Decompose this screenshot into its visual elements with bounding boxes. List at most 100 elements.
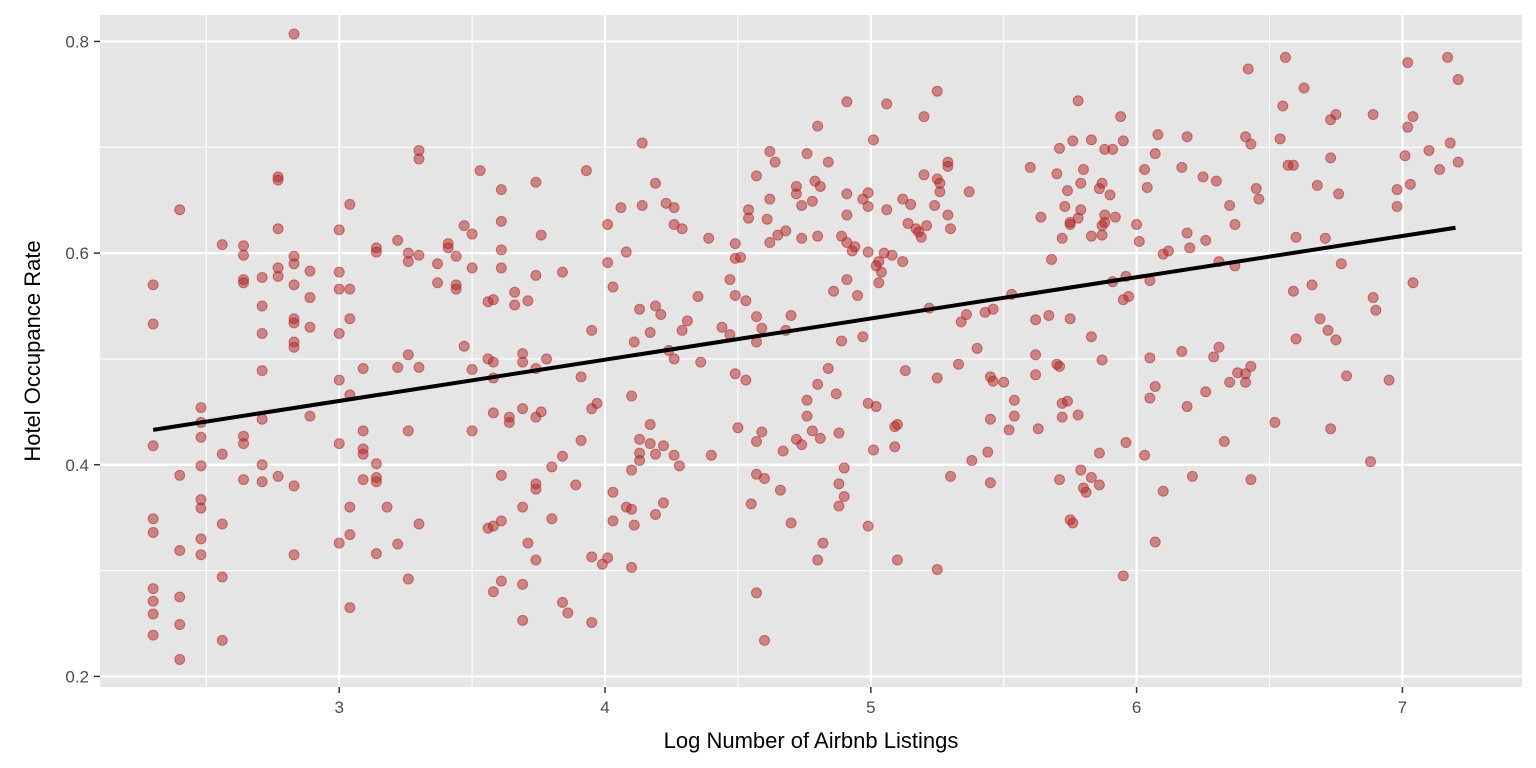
data-point — [953, 358, 965, 370]
data-point — [466, 364, 478, 376]
data-point — [1444, 137, 1456, 149]
data-point — [546, 461, 558, 473]
y-tick-label: 0.8 — [65, 32, 89, 51]
data-point — [1391, 184, 1403, 196]
data-point — [740, 374, 752, 386]
data-point — [392, 361, 404, 373]
data-point — [833, 478, 845, 490]
data-point — [1253, 193, 1265, 205]
data-point — [344, 529, 356, 541]
data-point — [626, 390, 638, 402]
data-point — [195, 502, 207, 514]
data-point — [1149, 536, 1161, 548]
data-point — [1181, 227, 1193, 239]
data-point — [556, 266, 568, 278]
data-point — [724, 274, 736, 286]
data-point — [806, 195, 818, 207]
data-point — [1046, 253, 1058, 265]
data-point — [370, 246, 382, 258]
data-point — [1072, 409, 1084, 421]
data-point — [495, 515, 507, 527]
data-point — [1250, 183, 1262, 195]
data-point — [570, 479, 582, 491]
data-point — [509, 299, 521, 311]
data-point — [931, 564, 943, 576]
data-point — [650, 300, 662, 312]
data-point — [344, 198, 356, 210]
data-point — [541, 353, 553, 365]
data-point — [1162, 245, 1174, 257]
data-point — [238, 277, 250, 289]
data-point — [769, 156, 781, 168]
data-point — [812, 378, 824, 390]
data-point — [1341, 370, 1353, 382]
data-point — [841, 274, 853, 286]
data-point — [751, 170, 763, 182]
data-point — [692, 290, 704, 302]
data-point — [1117, 570, 1129, 582]
data-point — [304, 321, 316, 333]
y-tick-label: 0.4 — [65, 456, 89, 475]
data-point — [1123, 290, 1135, 302]
data-point — [891, 419, 903, 431]
data-point — [1061, 395, 1073, 407]
data-point — [801, 148, 813, 160]
data-point — [838, 491, 850, 503]
data-point — [1269, 416, 1281, 428]
data-point — [729, 289, 741, 301]
data-point — [1423, 144, 1435, 156]
data-point — [801, 394, 813, 406]
data-point — [381, 501, 393, 513]
data-point — [344, 602, 356, 614]
data-point — [1120, 437, 1132, 449]
data-point — [304, 292, 316, 304]
data-point — [535, 406, 547, 418]
major-gridlines — [100, 15, 1522, 687]
data-point — [777, 445, 789, 457]
data-point — [147, 513, 159, 525]
data-point — [1407, 111, 1419, 123]
data-point — [1277, 100, 1289, 112]
data-point — [530, 269, 542, 281]
data-point — [695, 356, 707, 368]
data-point — [1311, 179, 1323, 191]
data-point — [450, 250, 462, 262]
data-point — [1404, 178, 1416, 190]
data-point — [1306, 279, 1318, 291]
data-point — [392, 538, 404, 550]
data-point — [1245, 360, 1257, 372]
data-point — [838, 462, 850, 474]
data-point — [1067, 135, 1079, 147]
data-point — [304, 265, 316, 277]
data-point — [344, 313, 356, 325]
data-point — [195, 431, 207, 443]
data-point — [867, 444, 879, 456]
data-point — [522, 295, 534, 307]
data-point — [591, 397, 603, 409]
x-tick-label: 7 — [1398, 698, 1407, 717]
data-point — [147, 629, 159, 641]
x-axis: 3 4 5 6 7 — [334, 687, 1407, 717]
data-point — [857, 331, 869, 343]
data-point — [796, 199, 808, 211]
data-point — [458, 220, 470, 232]
data-point — [357, 448, 369, 460]
data-point — [1080, 486, 1092, 498]
data-point — [886, 249, 898, 261]
data-point — [195, 460, 207, 472]
data-point — [1096, 354, 1108, 366]
data-point — [370, 476, 382, 488]
data-point — [1200, 234, 1212, 246]
data-point — [1213, 341, 1225, 353]
data-point — [650, 509, 662, 521]
data-point — [817, 537, 829, 549]
data-point — [1077, 164, 1089, 176]
data-point — [1030, 369, 1042, 381]
data-point — [812, 120, 824, 132]
data-point — [897, 193, 909, 205]
data-point — [147, 526, 159, 538]
data-point — [849, 241, 861, 253]
data-point — [1242, 63, 1254, 75]
data-point — [1330, 334, 1342, 346]
data-point — [945, 223, 957, 235]
